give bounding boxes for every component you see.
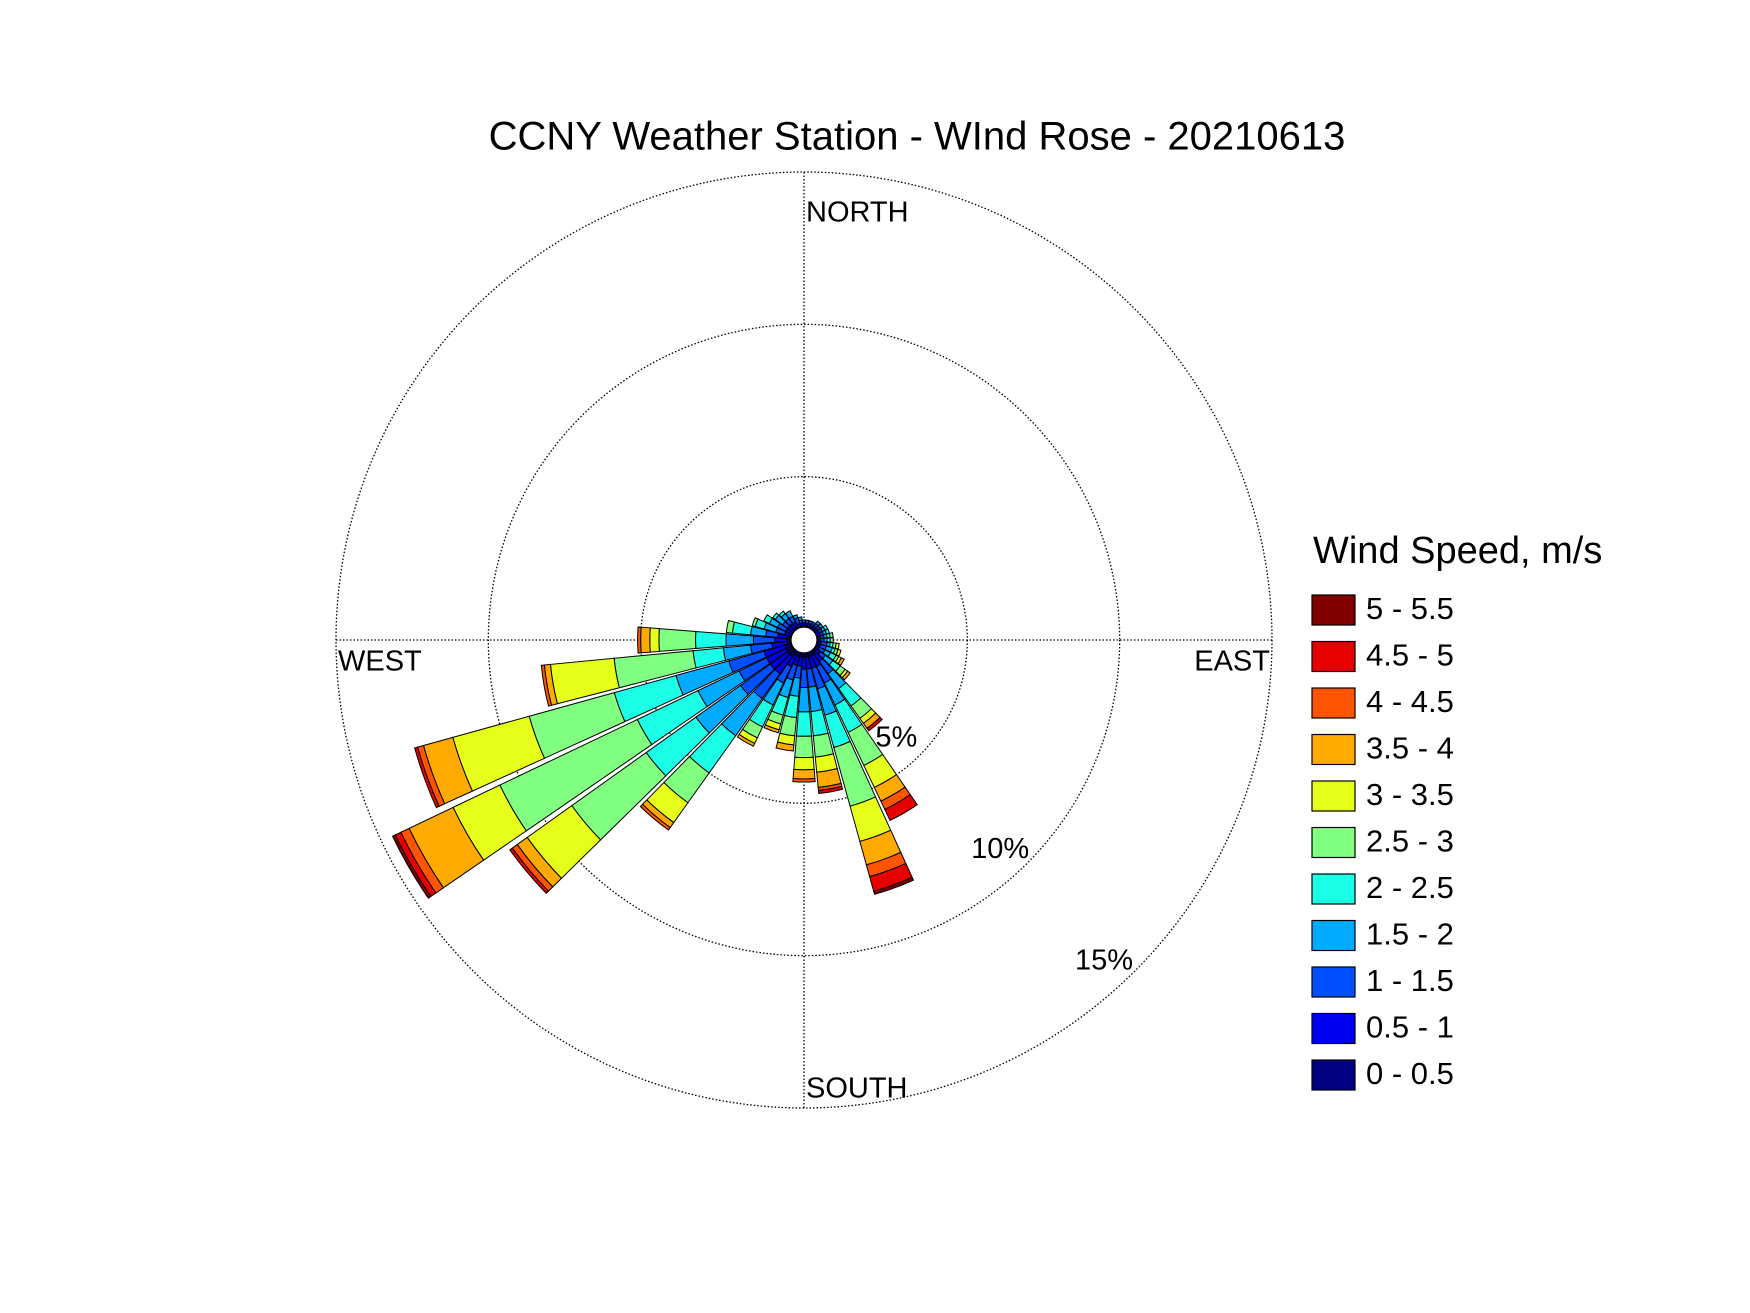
wedge <box>637 626 639 654</box>
legend-label: 3 - 3.5 <box>1366 777 1454 812</box>
wedge <box>414 746 440 809</box>
wedge <box>751 617 759 628</box>
direction-label: SOUTH <box>806 1073 908 1105</box>
wedge <box>763 614 774 625</box>
wedge <box>829 637 834 643</box>
wedge <box>658 628 697 652</box>
r-tick-label: 15% <box>1075 944 1133 976</box>
wedges <box>391 610 918 899</box>
legend-swatch <box>1311 640 1356 673</box>
wedge <box>695 630 727 650</box>
wedge <box>725 619 735 634</box>
legend-label: 1 - 1.5 <box>1366 963 1454 998</box>
direction-label: EAST <box>1194 646 1270 678</box>
wedge <box>866 716 883 732</box>
wedge <box>731 621 753 636</box>
grid-ring <box>640 476 968 804</box>
grid-ring <box>335 171 1273 1109</box>
wedge <box>884 793 918 822</box>
legend-label: 0.5 - 1 <box>1366 1010 1454 1045</box>
direction-label: NORTH <box>806 197 909 229</box>
wedge <box>639 803 671 831</box>
legend-swatch <box>1311 780 1356 812</box>
wedge <box>841 670 851 681</box>
wedge <box>649 627 660 653</box>
r-tick-label: 5% <box>875 722 917 754</box>
legend-swatch <box>1311 826 1356 859</box>
direction-label: WEST <box>338 646 422 678</box>
labels: 5% 10% 15% NORTH SOUTH WEST EAST <box>338 197 1270 1105</box>
wedge <box>824 628 830 635</box>
wedge <box>637 626 642 654</box>
legend-swatch <box>1311 873 1356 905</box>
wedge <box>835 648 842 657</box>
wedge <box>772 612 780 621</box>
legend-swatch <box>1311 1012 1356 1045</box>
wedge <box>873 876 915 895</box>
wedge <box>784 610 794 620</box>
wedge <box>834 642 840 650</box>
wedge <box>797 616 803 622</box>
wedge <box>837 657 845 666</box>
wedge <box>640 626 651 654</box>
wedge <box>778 610 786 618</box>
legend-swatch <box>1311 733 1356 766</box>
grid-ring <box>487 323 1121 957</box>
center-hole <box>790 626 818 654</box>
legend-swatch <box>1311 687 1356 719</box>
wedge <box>792 614 799 620</box>
legend-swatch <box>1311 594 1356 626</box>
legend-label: 4.5 - 5 <box>1366 638 1454 673</box>
wedge <box>540 664 553 707</box>
legend-label: 4 - 4.5 <box>1366 684 1454 719</box>
legend-swatch <box>1311 966 1356 998</box>
wedge <box>793 756 815 771</box>
wedge <box>391 834 432 899</box>
grid <box>335 171 1273 1109</box>
wedge <box>828 632 834 639</box>
wedge <box>794 735 814 759</box>
legend-title: Wind Speed, m/s <box>1313 530 1602 572</box>
wedge <box>817 785 844 795</box>
chart-title: CCNY Weather Station - WInd Rose - 20210… <box>489 115 1346 159</box>
wedge <box>725 633 755 647</box>
r-tick-label: 10% <box>971 833 1029 865</box>
wedge <box>763 724 780 734</box>
legend-swatch <box>1311 919 1356 952</box>
wedge <box>792 768 816 780</box>
wedge <box>801 619 807 624</box>
legend-label: 2 - 2.5 <box>1366 870 1454 905</box>
legend-swatch <box>1311 1059 1356 1091</box>
wedge <box>795 711 813 737</box>
wedge <box>775 741 795 752</box>
wedge <box>792 777 816 783</box>
legend-label: 3.5 - 4 <box>1366 731 1454 766</box>
legend-label: 1.5 - 2 <box>1366 917 1454 952</box>
wedge <box>797 686 811 713</box>
legend-label: 2.5 - 3 <box>1366 824 1454 859</box>
wedge <box>736 733 756 747</box>
legend: 0 - 0.5 0.5 - 1 1 - 1.5 1.5 - 2 2 - 2.5 2.5 -… <box>1311 591 1454 1091</box>
legend-label: 0 - 0.5 <box>1366 1056 1454 1091</box>
legend-label: 5 - 5.5 <box>1366 591 1454 626</box>
